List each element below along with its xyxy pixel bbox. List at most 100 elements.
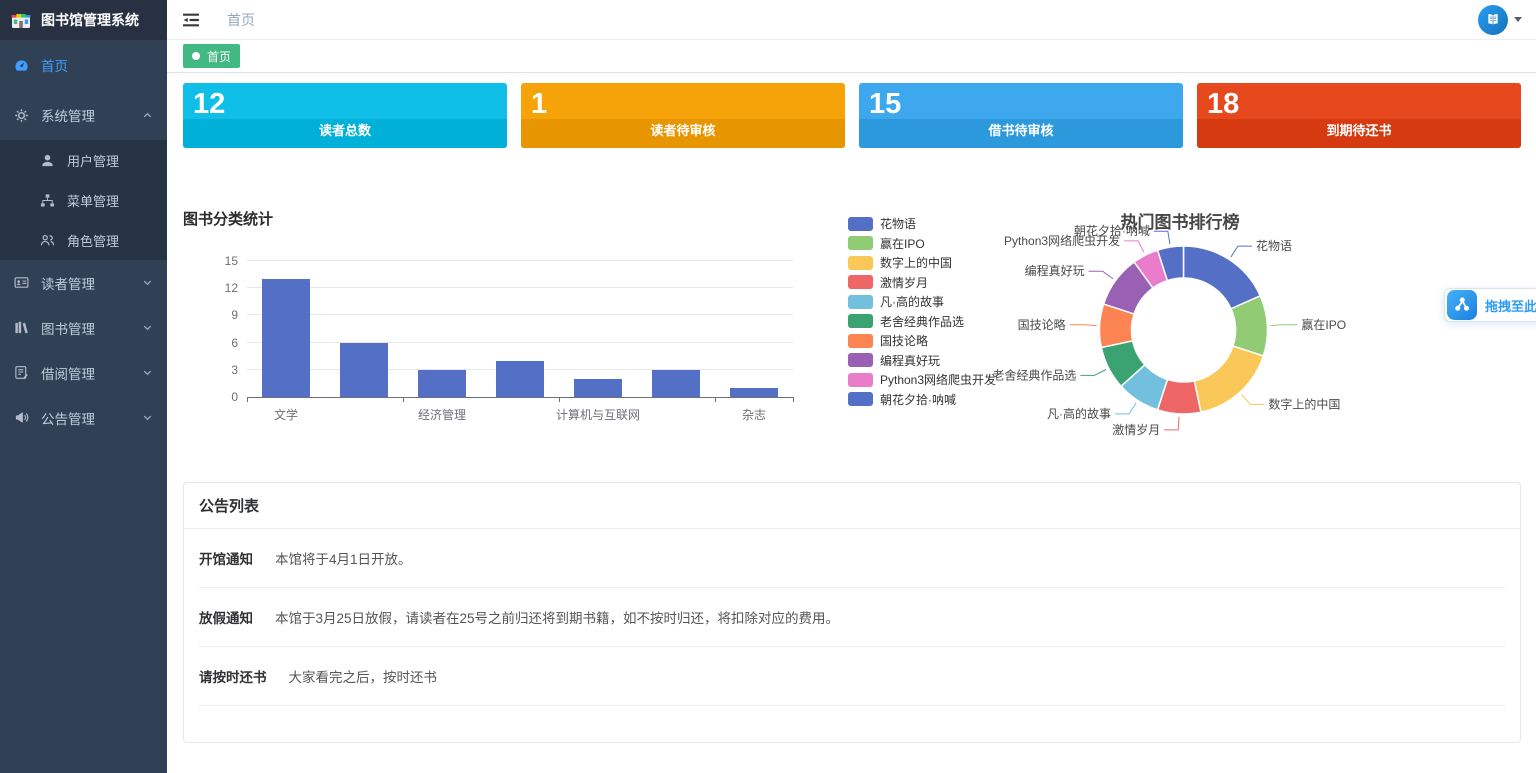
legend-swatch [848,236,873,251]
pie-legend-item[interactable]: 凡·高的故事 [848,292,996,312]
x-axis-tick [793,397,794,402]
pie-slice[interactable] [1156,245,1185,282]
pie-slice[interactable] [1193,345,1265,414]
announcement-content: 大家看完之后，按时还书 [288,670,438,685]
y-axis-tick-label: 12 [224,281,238,296]
pie-label-line [1124,240,1145,253]
tab-home[interactable]: 首页 [183,44,241,68]
x-axis-tick [559,397,560,402]
caret-down-icon[interactable] [1514,17,1522,22]
pie-label: Python3网络爬虫开发 [1004,233,1120,248]
drag-upload-widget[interactable]: 拖拽至此上传 [1443,288,1536,322]
sidebar-item-users[interactable]: 用户管理 [0,140,167,180]
stat-card-due-returns[interactable]: 18 到期待还书 [1197,83,1521,148]
bar-chart-section: 图书分类统计 0 3 6 9 12 15 文学 经济管理 计算机与互联网 杂志 [183,208,843,444]
pie-legend-item[interactable]: Python3网络爬虫开发 [848,370,996,390]
x-axis-tick [247,397,248,402]
sidebar-item-borrowing[interactable]: 借阅管理 [0,350,167,395]
sidebar-item-system[interactable]: 系统管理 [0,90,167,140]
pie-label-line [1115,402,1137,415]
sidebar-item-label: 借阅管理 [41,366,95,382]
announcements-list: 开馆通知 本馆将于4月1日开放。 放假通知 本馆于3月25日放假，请读者在25号… [184,529,1520,742]
sidebar-item-home[interactable]: 首页 [0,40,167,90]
chevron-down-icon [142,367,153,378]
pie-label: 数字上的中国 [1268,396,1340,411]
legend-label: 编程真好玩 [880,353,941,368]
sidebar-item-books[interactable]: 图书管理 [0,305,167,350]
announcement-title: 放假通知 [199,611,253,626]
sitemap-icon [40,193,55,208]
pie-legend-item[interactable]: 国技论略 [848,331,996,351]
chevron-down-icon [142,277,153,288]
y-axis-tick-label: 0 [231,390,238,404]
pie-legend-item[interactable]: 数字上的中国 [848,253,996,273]
charts-row: 图书分类统计 0 3 6 9 12 15 文学 经济管理 计算机与互联网 杂志 热门图书排行榜 花… [183,208,1521,444]
sidebar-item-label: 用户管理 [67,153,120,169]
pie-legend-item[interactable]: 老舍经典作品选 [848,312,996,332]
legend-label: 花物语 [880,217,917,232]
pie-label: 凡·高的故事 [1047,406,1111,421]
bar[interactable] [496,360,544,397]
megaphone-icon [14,410,29,425]
sidebar-item-announcements[interactable]: 公告管理 [0,395,167,440]
stat-label: 读者总数 [183,119,507,148]
pie-label: 赢在IPO [1301,317,1346,332]
people-icon [40,233,55,248]
y-axis-tick-label: 3 [231,362,238,377]
breadcrumb[interactable]: 首页 [227,11,255,28]
legend-label: 数字上的中国 [880,256,953,271]
navbar-right [1478,4,1522,35]
bar[interactable] [340,342,388,397]
avatar[interactable] [1478,4,1508,35]
grid-line [247,341,793,343]
legend-swatch [848,275,873,290]
pie-label: 花物语 [1256,238,1292,253]
sidebar-item-label: 角色管理 [67,233,120,249]
bar-band: 文学 [247,261,325,422]
pie-slice[interactable] [1182,245,1262,310]
pie-label-line [1230,245,1252,258]
bar[interactable] [262,279,310,397]
stat-card-readers-pending[interactable]: 1 读者待审核 [521,83,845,148]
sidebar-item-menus[interactable]: 菜单管理 [0,180,167,220]
stat-card-borrow-pending[interactable]: 15 借书待审核 [859,83,1183,148]
stat-card-readers-total[interactable]: 12 读者总数 [183,83,507,148]
pie-label-line [1080,369,1107,376]
x-axis-tick-label: 计算机与互联网 [555,408,640,422]
legend-swatch [848,294,873,309]
bar-band: 杂志 [715,261,793,422]
pie-legend-item[interactable]: 朝花夕拾·呐喊 [848,390,996,410]
bar-band [637,261,715,397]
legend-swatch [848,255,873,270]
pie-label-line [1164,416,1180,431]
bar[interactable] [652,369,700,397]
stat-value: 15 [869,88,902,120]
pie-legend-item[interactable]: 编程真好玩 [848,351,996,371]
sidebar-toggle-icon[interactable] [181,10,201,30]
pie-legend-item[interactable]: 激情岁月 [848,273,996,293]
x-axis-tick-label: 经济管理 [417,408,466,422]
bar[interactable] [418,369,466,397]
user-icon [40,153,55,168]
sidebar-item-roles[interactable]: 角色管理 [0,220,167,260]
announcement-title: 开馆通知 [199,552,253,567]
pie-legend-item[interactable]: 花物语 [848,214,996,234]
sidebar-submenu-system: 用户管理 菜单管理 角色管理 [0,140,167,260]
books-icon [14,320,29,335]
legend-label: 凡·高的故事 [880,295,944,310]
announcement-title: 请按时还书 [199,670,267,685]
bar[interactable] [574,378,622,397]
announcements-title: 公告列表 [184,483,1520,529]
announcement-row: 开馆通知 本馆将于4月1日开放。 [199,529,1505,588]
legend-swatch [848,392,873,407]
pie-legend-item[interactable]: 赢在IPO [848,234,996,254]
tab-label: 首页 [207,49,232,64]
announcement-content: 本馆将于4月1日开放。 [275,552,412,567]
pie-label-line [1088,270,1114,280]
dashboard-icon [14,58,29,73]
bar[interactable] [730,387,778,397]
sidebar-item-readers[interactable]: 读者管理 [0,260,167,305]
stat-label: 读者待审核 [521,119,845,148]
bar-band [325,261,403,397]
bar-chart-plot: 0 3 6 9 12 15 文学 经济管理 计算机与互联网 杂志 [225,254,794,422]
